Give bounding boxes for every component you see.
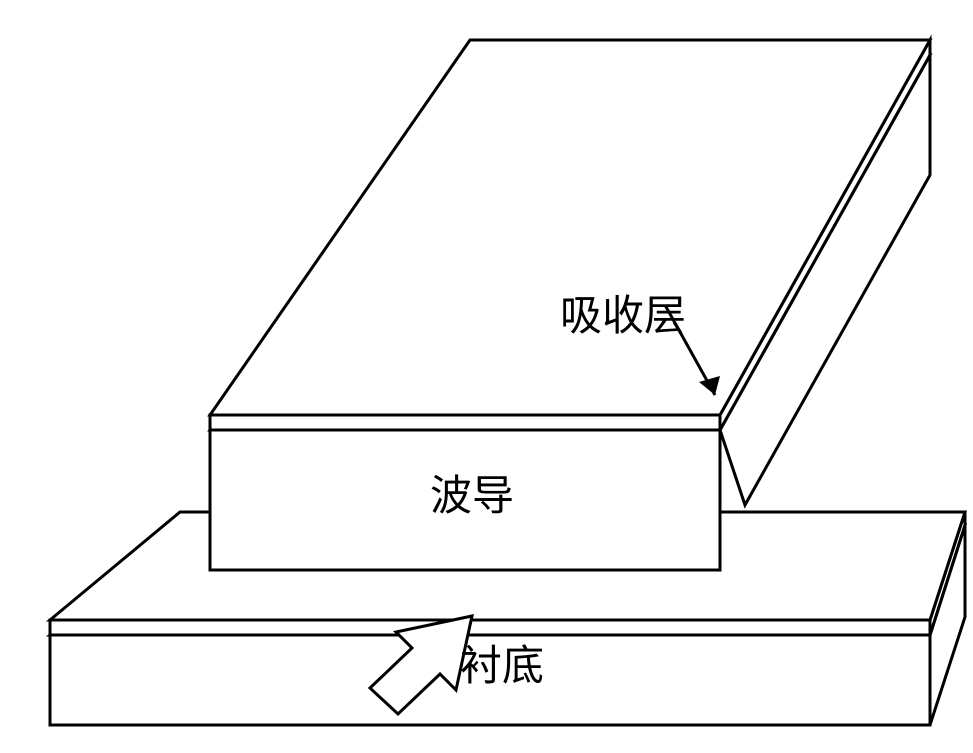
- absorption-layer: [210, 40, 930, 430]
- label-substrate: 衬底: [460, 644, 544, 690]
- label-waveguide: 波导: [430, 474, 514, 520]
- thin-sheet-front: [50, 620, 930, 635]
- absorption-front: [210, 415, 720, 430]
- label-absorption-layer: 吸收层: [560, 294, 686, 340]
